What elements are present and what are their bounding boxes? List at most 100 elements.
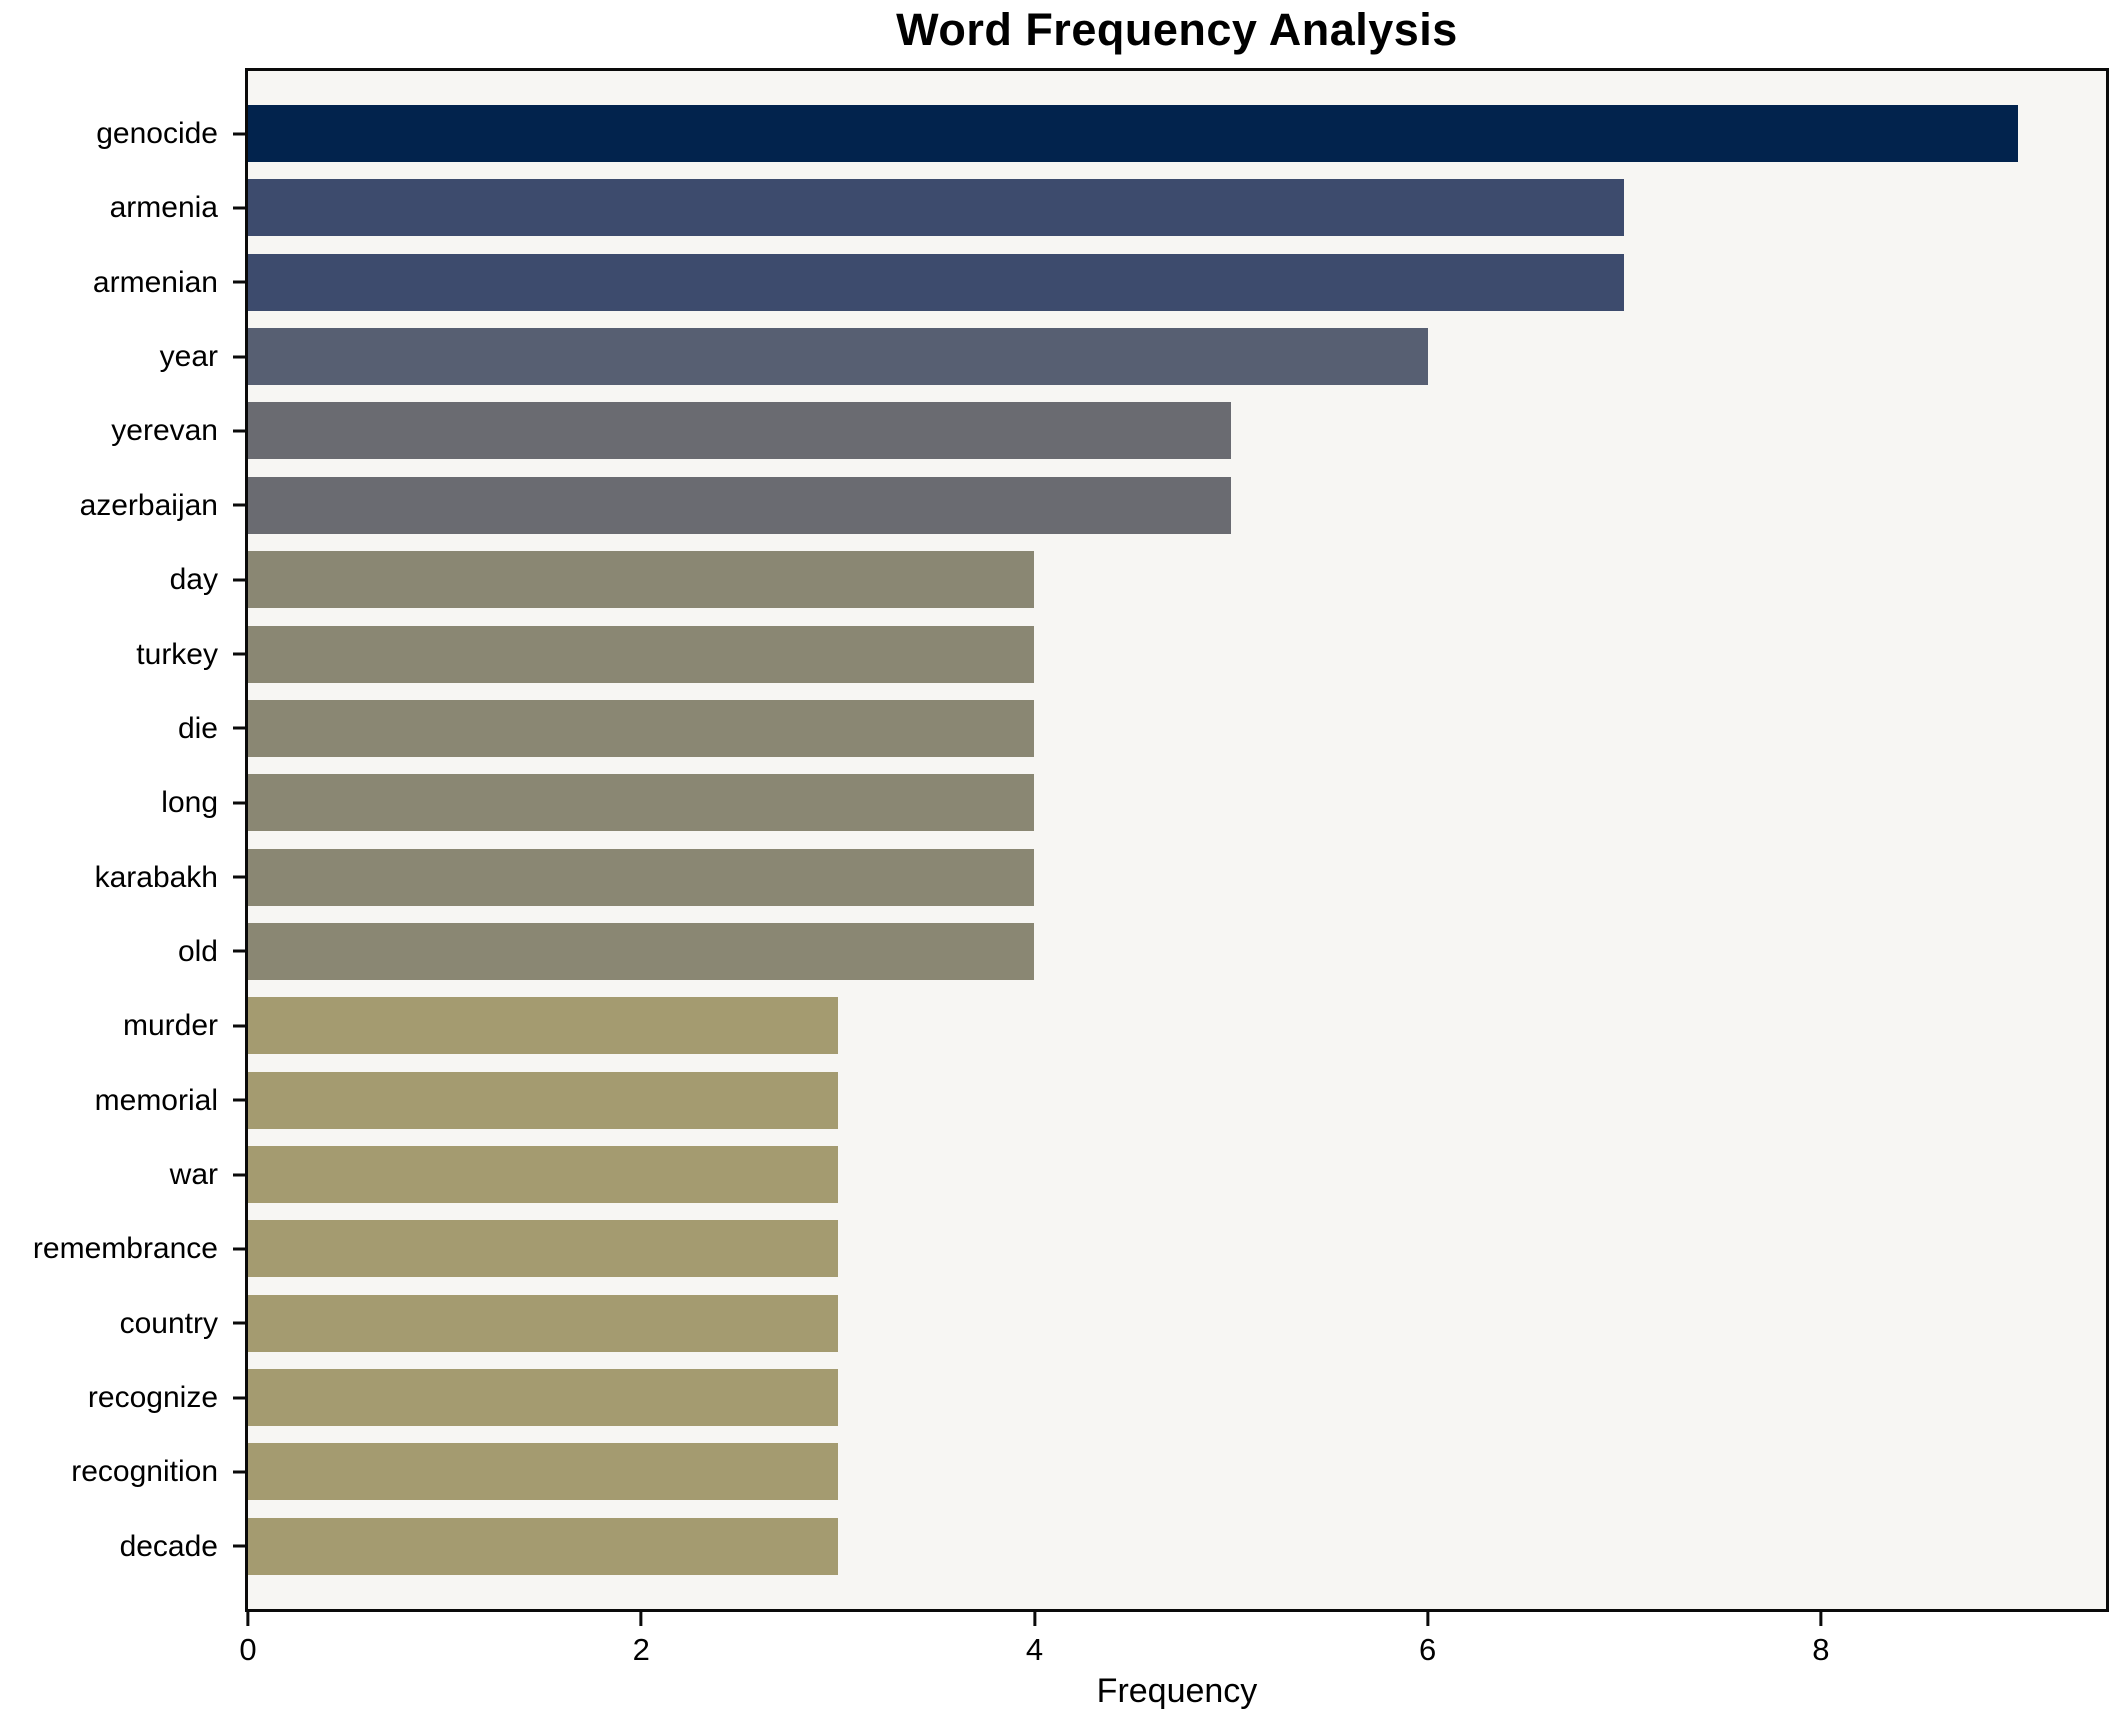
bar-year: [248, 328, 1428, 386]
bar-remembrance: [248, 1220, 838, 1278]
bar-armenian: [248, 253, 1625, 311]
bars-container: genocide armenia armenian year yerevan azerba…: [33, 71, 2106, 1609]
bar-row: armenian: [93, 253, 2106, 311]
bar-yerevan: [248, 402, 1232, 460]
y-axis-label: old: [177, 934, 218, 968]
bar-row: recognize: [88, 1369, 2106, 1427]
bar-recognize: [248, 1369, 838, 1427]
bar-row: recognition: [71, 1443, 2106, 1501]
bar-armenia: [248, 179, 1625, 237]
y-axis-label: decade: [119, 1529, 218, 1563]
bar-long: [248, 774, 1035, 832]
y-axis-label: karabakh: [94, 860, 218, 894]
bar-row: old: [178, 922, 2106, 980]
bar-country: [248, 1294, 838, 1352]
y-tick-mark: [233, 1396, 245, 1400]
x-tick-label: 2: [632, 1632, 650, 1667]
x-tick-label: 4: [1025, 1632, 1044, 1667]
bar-row: decade: [120, 1517, 2106, 1575]
bar-murder: [248, 997, 838, 1055]
bar-day: [248, 551, 1035, 609]
bar-row: long: [161, 774, 2106, 832]
x-tick-mark: [1426, 1612, 1430, 1626]
y-axis-label: armenia: [109, 191, 218, 225]
y-tick-mark: [233, 132, 245, 135]
y-axis-label: recognize: [87, 1381, 218, 1415]
y-tick-mark: [233, 1470, 245, 1474]
plot-area: genocide armenia armenian year yerevan azerba…: [33, 68, 2109, 1612]
bar-recognition: [248, 1443, 838, 1501]
y-tick-mark: [233, 1247, 245, 1251]
y-axis-label: murder: [122, 1009, 218, 1043]
x-tick-mark: [1819, 1612, 1823, 1626]
y-tick-mark: [233, 429, 245, 433]
bar-row: day: [170, 551, 2106, 609]
y-tick-mark: [233, 1321, 245, 1325]
bar-row: turkey: [136, 625, 2106, 683]
y-tick-mark: [233, 726, 245, 730]
bar-die: [248, 699, 1035, 757]
bar-old: [248, 922, 1035, 980]
y-tick-mark: [233, 355, 245, 359]
y-axis-label: azerbaijan: [79, 488, 218, 522]
bar-row: genocide: [96, 105, 2106, 162]
bar-azerbaijan: [248, 476, 1232, 534]
x-tick-mark: [246, 1612, 250, 1626]
y-axis-label: memorial: [94, 1083, 218, 1117]
y-tick-mark: [233, 1098, 245, 1102]
bar-row: memorial: [95, 1071, 2106, 1129]
y-tick-mark: [233, 578, 245, 582]
bar-row: die: [178, 699, 2106, 757]
bar-row: yerevan: [111, 402, 2106, 460]
bar-decade: [248, 1517, 838, 1575]
y-axis-label: year: [159, 340, 218, 374]
bar-genocide: [248, 105, 2018, 162]
bar-war: [248, 1146, 838, 1204]
x-tick-label: 0: [239, 1632, 257, 1667]
bar-karabakh: [248, 848, 1035, 906]
x-tick: 4: [1026, 1612, 1043, 1668]
bar-row: karabakh: [95, 848, 2106, 906]
y-axis-label: die: [177, 711, 218, 745]
y-tick-mark: [233, 206, 245, 210]
y-axis-label: genocide: [96, 117, 218, 150]
bar-row: azerbaijan: [80, 476, 2106, 534]
x-tick: 6: [1419, 1612, 1436, 1668]
y-axis-label: day: [169, 563, 218, 597]
x-tick-label: 8: [1812, 1632, 1830, 1667]
bar-row: war: [170, 1146, 2106, 1204]
x-tick: 2: [633, 1612, 650, 1668]
bar-row: year: [160, 328, 2106, 386]
y-tick-mark: [233, 1544, 245, 1548]
y-axis-label: remembrance: [32, 1232, 218, 1266]
y-axis-label: armenian: [92, 265, 218, 299]
bar-memorial: [248, 1071, 838, 1129]
y-axis-label: war: [169, 1158, 218, 1192]
y-tick-mark: [233, 1173, 245, 1177]
y-axis-label: long: [161, 786, 218, 820]
bar-row: remembrance: [33, 1220, 2106, 1278]
y-axis-label: country: [119, 1306, 218, 1340]
chart-title: Word Frequency Analysis: [896, 4, 1458, 55]
x-axis-label: Frequency: [1096, 1672, 1258, 1710]
bar-row: murder: [123, 997, 2106, 1055]
x-tick-mark: [639, 1612, 643, 1626]
y-axis-label: yerevan: [111, 414, 218, 448]
x-tick-label: 6: [1419, 1632, 1437, 1667]
y-axis-label: recognition: [71, 1455, 218, 1489]
x-axis: 0 2 4 6 8: [239, 1612, 2106, 1692]
y-tick-mark: [233, 280, 245, 284]
x-tick: 0: [239, 1612, 257, 1668]
y-tick-mark: [233, 503, 245, 507]
y-tick-mark: [233, 652, 245, 656]
bar-turkey: [248, 625, 1035, 683]
y-tick-mark: [233, 801, 245, 805]
x-tick-mark: [1032, 1612, 1036, 1626]
y-axis-label: turkey: [136, 637, 218, 671]
bar-row: armenia: [110, 179, 2106, 237]
bar-row: country: [120, 1294, 2106, 1352]
y-tick-mark: [233, 949, 245, 953]
y-tick-mark: [233, 1024, 245, 1028]
x-tick: 8: [1812, 1612, 1830, 1668]
